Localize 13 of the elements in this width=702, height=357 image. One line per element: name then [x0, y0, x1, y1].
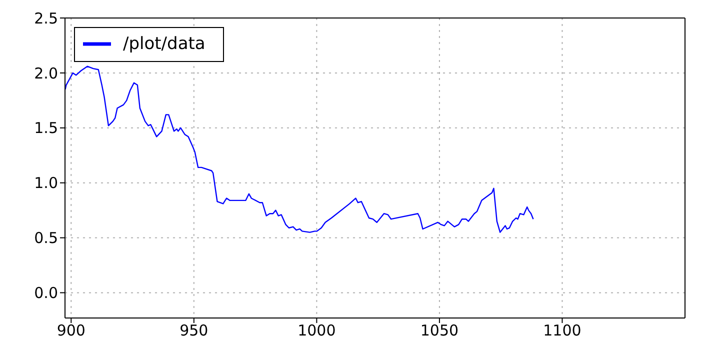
x-tick-label: 1100 [543, 322, 582, 340]
legend-label: /plot/data [123, 34, 206, 54]
y-tick-label: 2.0 [34, 64, 58, 82]
x-tick-label: 1000 [298, 322, 336, 340]
y-tick-label: 0.5 [34, 229, 58, 248]
x-tick-label: 1050 [420, 322, 459, 340]
y-tick-label: 1.0 [34, 174, 58, 192]
y-tick-label: 0.0 [34, 284, 58, 302]
y-tick-label: 1.5 [34, 119, 58, 138]
x-tick-label: 950 [180, 322, 208, 340]
line-series [65, 66, 534, 233]
y-tick-label: 2.5 [34, 9, 58, 28]
x-tick-label: 900 [56, 322, 86, 340]
